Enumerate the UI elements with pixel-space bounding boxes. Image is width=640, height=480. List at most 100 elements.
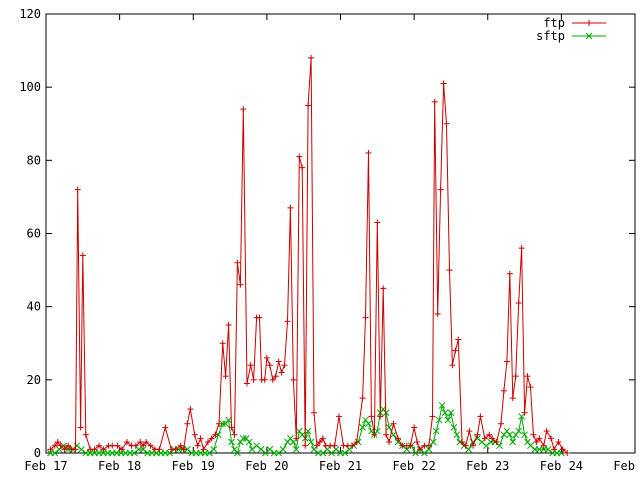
data-point-sftp bbox=[310, 445, 318, 453]
data-point-ftp bbox=[313, 442, 320, 449]
data-point-ftp bbox=[470, 442, 477, 449]
data-point-ftp bbox=[316, 439, 323, 446]
data-point-sftp bbox=[279, 445, 287, 453]
data-point-sftp bbox=[234, 449, 241, 457]
data-point-ftp bbox=[474, 431, 481, 438]
data-point-ftp bbox=[440, 80, 447, 87]
data-point-ftp bbox=[240, 106, 247, 113]
data-point-sftp bbox=[210, 445, 218, 453]
data-point-ftp bbox=[407, 442, 414, 449]
data-point-ftp bbox=[394, 435, 401, 442]
data-point-sftp bbox=[206, 449, 213, 457]
axis-tick-labels: 0 20 40 60 80 100 120 Feb 17 Feb 18 Feb 19 Feb 20 F… bbox=[19, 7, 640, 473]
data-point-ftp bbox=[225, 321, 232, 328]
data-point-ftp bbox=[527, 384, 534, 391]
data-point-ftp bbox=[509, 395, 516, 402]
data-point-ftp bbox=[72, 446, 79, 453]
y-tick-label: 120 bbox=[19, 7, 41, 21]
x-tick-label: Feb 20 bbox=[245, 459, 288, 473]
data-point-sftp bbox=[450, 424, 458, 431]
x-tick-label: Feb 22 bbox=[392, 459, 435, 473]
data-point-ftp bbox=[222, 373, 229, 380]
data-point-ftp bbox=[77, 424, 84, 431]
data-point-ftp bbox=[299, 164, 306, 171]
data-point-sftp bbox=[432, 427, 440, 435]
data-point-ftp bbox=[477, 413, 484, 420]
legend-marker-ftp bbox=[586, 20, 592, 26]
data-point-ftp bbox=[383, 431, 390, 438]
data-point-sftp bbox=[506, 431, 514, 439]
y-tick-label: 80 bbox=[27, 153, 41, 167]
data-point-sftp bbox=[373, 427, 381, 435]
data-point-sftp bbox=[228, 438, 235, 446]
data-point-ftp bbox=[197, 435, 204, 442]
data-point-sftp bbox=[295, 427, 303, 435]
legend-marker-sftp bbox=[585, 32, 593, 40]
data-point-sftp bbox=[435, 416, 443, 424]
data-point-sftp bbox=[503, 427, 511, 435]
data-point-ftp bbox=[429, 413, 436, 420]
data-point-ftp bbox=[57, 442, 64, 449]
data-point-sftp bbox=[429, 438, 437, 446]
data-point-sftp bbox=[328, 449, 336, 457]
data-point-ftp bbox=[564, 450, 571, 456]
data-point-ftp bbox=[368, 413, 375, 420]
data-point-sftp bbox=[275, 449, 283, 457]
x-tick-label: Feb 17 bbox=[24, 459, 67, 473]
y-tick-label: 60 bbox=[27, 227, 41, 241]
data-point-sftp bbox=[166, 449, 174, 457]
data-point-sftp bbox=[253, 442, 260, 450]
data-point-ftp bbox=[123, 439, 130, 446]
data-point-ftp bbox=[310, 409, 317, 416]
data-point-ftp bbox=[500, 387, 507, 394]
data-point-sftp bbox=[323, 445, 331, 453]
data-point-ftp bbox=[452, 347, 459, 354]
data-point-sftp bbox=[403, 445, 411, 453]
data-point-sftp bbox=[242, 435, 250, 442]
data-point-ftp bbox=[555, 439, 562, 446]
data-point-sftp bbox=[518, 413, 525, 420]
data-point-ftp bbox=[162, 424, 169, 431]
data-point-ftp bbox=[540, 442, 547, 449]
data-point-ftp bbox=[512, 373, 519, 380]
data-point-ftp bbox=[506, 270, 513, 277]
data-point-sftp bbox=[225, 416, 232, 424]
data-point-ftp bbox=[100, 446, 107, 453]
data-point-ftp bbox=[374, 219, 381, 226]
x-tick-label: Feb 25 bbox=[613, 459, 640, 473]
data-point-sftp bbox=[558, 449, 565, 457]
data-point-sftp bbox=[421, 449, 428, 457]
data-point-sftp bbox=[441, 409, 449, 417]
data-point-sftp bbox=[290, 438, 297, 446]
data-point-ftp bbox=[536, 435, 543, 442]
data-point-ftp bbox=[208, 435, 215, 442]
data-point-ftp bbox=[290, 376, 297, 383]
data-point-ftp bbox=[489, 435, 496, 442]
data-point-ftp bbox=[47, 446, 54, 453]
x-tick-label: Feb 18 bbox=[98, 459, 141, 473]
data-point-sftp bbox=[447, 409, 455, 417]
data-point-ftp bbox=[269, 376, 276, 383]
data-point-ftp bbox=[331, 442, 338, 449]
data-point-ftp bbox=[466, 428, 473, 435]
data-point-ftp bbox=[180, 446, 187, 453]
data-point-ftp bbox=[212, 431, 219, 438]
data-point-ftp bbox=[263, 354, 270, 361]
data-point-ftp bbox=[503, 358, 510, 365]
data-point-ftp bbox=[54, 439, 61, 446]
data-point-ftp bbox=[91, 446, 98, 453]
data-point-sftp bbox=[266, 445, 274, 453]
data-point-sftp bbox=[509, 438, 517, 446]
data-point-sftp bbox=[130, 449, 138, 457]
data-point-ftp bbox=[74, 186, 81, 193]
data-point-ftp bbox=[524, 373, 531, 380]
data-point-ftp bbox=[140, 442, 147, 449]
data-point-ftp bbox=[177, 442, 184, 449]
data-point-sftp bbox=[222, 420, 229, 428]
data-point-sftp bbox=[287, 435, 294, 442]
data-point-ftp bbox=[411, 424, 418, 431]
y-tick-label: 100 bbox=[19, 80, 41, 94]
